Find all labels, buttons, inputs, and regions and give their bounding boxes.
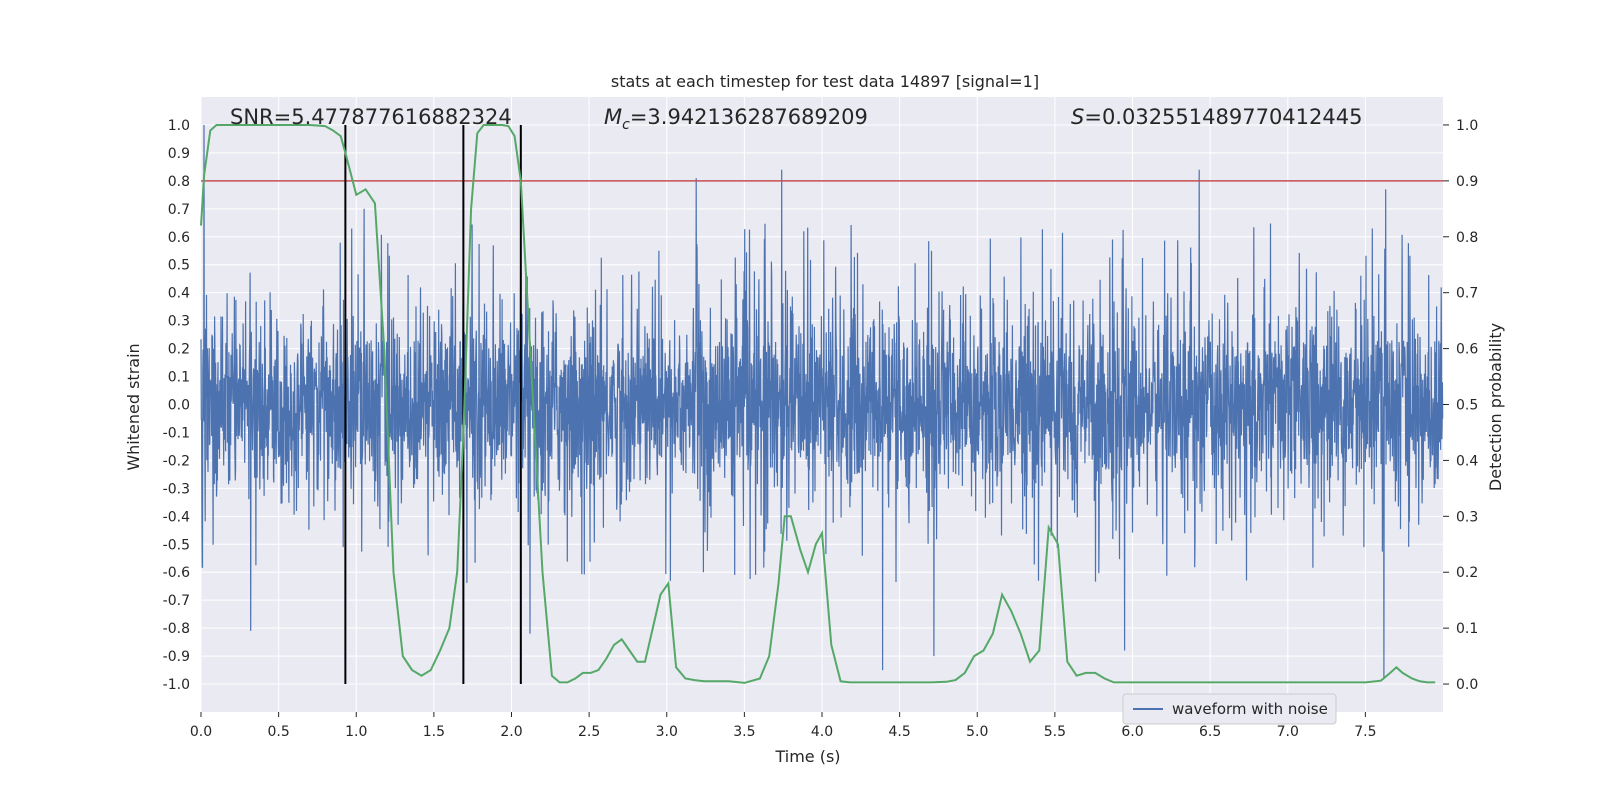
series-detection-probability: [200, 124, 1436, 684]
snr-annotation: SNR=5.477877616882324: [230, 105, 512, 129]
y-tick-label-left: -0.6: [163, 565, 190, 581]
x-tick-label: 7.0: [1277, 724, 1299, 740]
y-tick-label-left: 0.4: [168, 286, 190, 302]
x-tick-label: 5.5: [1044, 724, 1066, 740]
chirp-mass-subscript: c: [622, 117, 630, 133]
legend: waveform with noise: [1122, 693, 1337, 725]
y-tick-label-left: 0.6: [168, 230, 190, 246]
y-tick-label-left: -0.2: [163, 453, 190, 469]
y-tick-label-left: -0.8: [163, 621, 190, 637]
s-value: =0.032551489770412445: [1084, 105, 1362, 129]
x-tick-label: 1.5: [423, 724, 445, 740]
series-waveform-with-noise: [200, 124, 1444, 679]
x-tick-label: 2.0: [500, 724, 522, 740]
x-tick-label: 0.0: [190, 724, 212, 740]
x-tick-label: 7.5: [1354, 724, 1376, 740]
y-tick-label-left: 0.2: [168, 342, 190, 358]
y-tick-label-left: -1.0: [163, 677, 190, 693]
x-tick-label: 4.5: [888, 724, 910, 740]
x-tick-label: 1.0: [345, 724, 367, 740]
chirp-mass-annotation: Mc=3.942136287689209: [604, 105, 868, 133]
y-tick-label-left: -0.3: [163, 481, 190, 497]
x-axis-label: Time (s): [774, 747, 840, 766]
y-tick-label-left: 0.1: [168, 370, 190, 386]
x-tick-label: 3.0: [656, 724, 678, 740]
x-tick-label: 0.5: [267, 724, 289, 740]
x-tick-label: 3.5: [733, 724, 755, 740]
x-tick-label: 5.0: [966, 724, 988, 740]
y-axis-label-left: Whitened strain: [124, 343, 143, 470]
y-tick-label-left: 0.0: [168, 398, 190, 414]
y-tick-label-left: 0.3: [168, 314, 190, 330]
plot-area: 0.0 0.5 1.0 1.5 2.0 2.5 3.0 3.5 4.0 4.5 5.0 5.5 6.0 6…: [163, 97, 1478, 740]
y-tick-label-right: 0.4: [1456, 453, 1478, 469]
y-tick-label-left: 0.5: [168, 258, 190, 274]
y-tick-label-left: 0.9: [168, 146, 190, 162]
x-tick-label: 4.0: [811, 724, 833, 740]
y-axis-label-right: Detection probability: [1486, 323, 1505, 491]
y-tick-label-right: 0.0: [1456, 677, 1478, 693]
y-tick-label-left: 1.0: [168, 118, 190, 134]
s-symbol: S: [1071, 105, 1084, 129]
chirp-mass-value: =3.942136287689209: [630, 105, 868, 129]
x-tick-label: 2.5: [578, 724, 600, 740]
chart-title: stats at each timestep for test data 148…: [611, 72, 1039, 91]
y-tick-label-right: 1.0: [1456, 118, 1478, 134]
s-annotation: S=0.032551489770412445: [1071, 105, 1362, 129]
y-tick-label-right: 0.2: [1456, 565, 1478, 581]
x-tick-label: 6.0: [1121, 724, 1143, 740]
y-tick-label-right: 0.5: [1456, 398, 1478, 414]
y-tick-label-right: 0.3: [1456, 509, 1478, 525]
y-tick-label-right: 0.6: [1456, 342, 1478, 358]
y-tick-label-right: 0.1: [1456, 621, 1478, 637]
legend-box: [1122, 693, 1337, 725]
y-tick-label-left: -0.5: [163, 537, 190, 553]
y-tick-label-left: -0.1: [163, 425, 190, 441]
y-tick-label-left: 0.8: [168, 174, 190, 190]
y-tick-label-left: 0.7: [168, 202, 190, 218]
x-tick-label: 6.5: [1199, 724, 1221, 740]
y-tick-label-right: 0.7: [1456, 286, 1478, 302]
y-tick-label-left: -0.9: [163, 649, 190, 665]
y-tick-label-left: -0.7: [163, 593, 190, 609]
chirp-mass-symbol: M: [604, 105, 622, 129]
y-tick-label-right: 0.8: [1456, 230, 1478, 246]
y-tick-label-right: 0.9: [1456, 174, 1478, 190]
legend-label-waveform: waveform with noise: [1172, 700, 1328, 718]
y-tick-label-left: -0.4: [163, 509, 190, 525]
